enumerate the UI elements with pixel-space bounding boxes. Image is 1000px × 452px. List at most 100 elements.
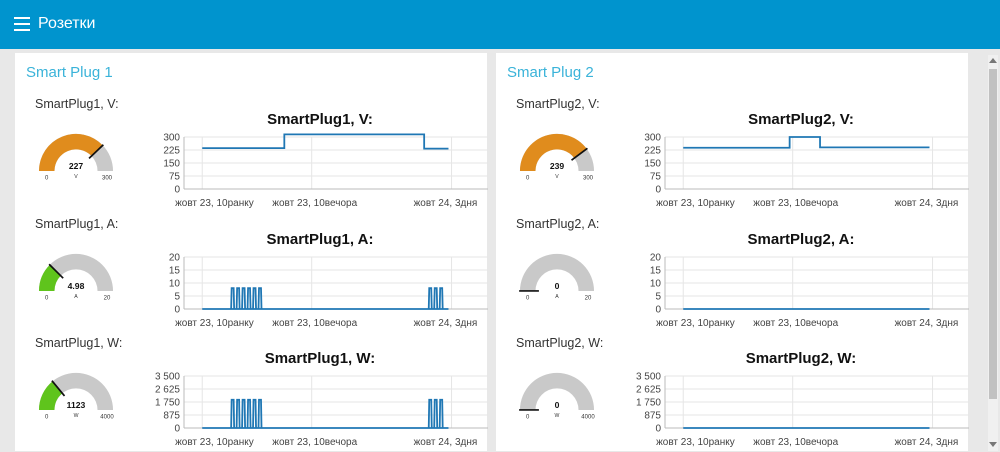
gauge-label: SmartPlug2, V: [516, 97, 600, 111]
x-tick-label: жовт 23, 10ранку [656, 318, 735, 329]
y-tick-label: 225 [163, 146, 180, 157]
gauge-value-arc [519, 133, 587, 171]
gauge-value: 0 [555, 400, 560, 410]
gauge-min: 0 [45, 415, 49, 421]
gauge-background-arc [519, 372, 595, 410]
series-spike [433, 398, 439, 429]
gauge: 0 W 0 4000 [519, 372, 595, 421]
y-tick-label: 2 625 [155, 385, 180, 396]
y-tick-label: 2 625 [636, 385, 661, 396]
y-tick-label: 0 [174, 305, 180, 316]
x-tick-label: жовт 23, 10ранку [656, 198, 735, 209]
x-tick-label: жовт 23, 10вечора [272, 318, 357, 329]
x-tick-label: жовт 24, 3дня [895, 198, 959, 209]
gauge: 0 A 0 20 [519, 253, 595, 302]
gauge-max: 20 [585, 296, 592, 302]
gauge-needle [571, 147, 588, 161]
gauge-needle [51, 380, 66, 397]
panel-title: Smart Plug 1 [26, 64, 113, 81]
y-tick-label: 15 [169, 266, 181, 277]
series-spike [438, 398, 444, 429]
y-tick-label: 150 [163, 159, 180, 170]
gauge-max: 20 [104, 296, 111, 302]
x-tick-label: жовт 24, 3дня [895, 318, 959, 329]
chart-title: SmartPlug1, A: [266, 231, 374, 248]
gauge: 1123 W 0 4000 [38, 372, 114, 421]
y-tick-label: 75 [650, 172, 662, 183]
gauge-min: 0 [45, 296, 49, 302]
x-tick-label: жовт 23, 10вечора [753, 318, 838, 329]
chart-title: SmartPlug1, V: [267, 111, 373, 128]
series-spike [252, 287, 257, 310]
gauge-unit: W [555, 413, 560, 419]
line-chart: 3 500 2 625 1 750 875 0 жовт 23, 10ранку жовт … [636, 372, 969, 448]
y-tick-label: 1 750 [155, 398, 180, 409]
line-chart: 300 225 150 75 0 жовт 23, 10ранку жовт 23, 10в… [163, 133, 488, 209]
y-tick-label: 0 [655, 424, 661, 435]
y-tick-label: 75 [169, 172, 181, 183]
x-tick-label: жовт 24, 3дня [414, 437, 478, 448]
y-tick-label: 5 [655, 292, 661, 303]
line-chart: 20 15 10 5 0 жовт 23, 10ранку жовт 23, 10вечор… [650, 253, 969, 329]
gauge-max: 300 [583, 176, 594, 182]
x-tick-label: жовт 23, 10ранку [175, 437, 254, 448]
series-spike [246, 287, 252, 310]
y-tick-label: 3 500 [155, 372, 180, 383]
gauge-value-arc [38, 133, 103, 171]
y-tick-label: 875 [163, 411, 180, 422]
series-spike [257, 287, 263, 310]
y-tick-label: 10 [169, 279, 181, 290]
gauge-unit: V [555, 174, 559, 180]
panel-smart-plug-2: Smart Plug 2 SmartPlug2, V: 239 V 0 300 SmartP… [496, 53, 969, 451]
y-tick-label: 300 [644, 133, 661, 144]
series-spike [241, 287, 246, 310]
series-line [683, 136, 930, 149]
gauge-value: 1123 [67, 400, 86, 410]
series-spike [427, 398, 433, 429]
x-tick-label: жовт 24, 3дня [895, 437, 959, 448]
gauge-background-arc [519, 253, 595, 291]
vertical-scrollbar[interactable] [988, 55, 998, 451]
line-chart: 20 15 10 5 0 жовт 23, 10ранку жовт 23, 10вечор… [169, 253, 488, 329]
gauge-value: 4.98 [68, 281, 85, 291]
gauge-min: 0 [526, 296, 530, 302]
y-tick-label: 15 [650, 266, 662, 277]
y-tick-label: 0 [655, 305, 661, 316]
chart-title: SmartPlug2, W: [745, 350, 857, 367]
y-tick-label: 1 750 [636, 398, 661, 409]
gauge-label: SmartPlug2, W: [516, 336, 604, 350]
x-tick-label: жовт 23, 10ранку [175, 318, 254, 329]
series-line [202, 133, 449, 150]
series-spike [230, 398, 236, 429]
y-tick-label: 150 [644, 159, 661, 170]
scroll-up-arrow-icon[interactable] [989, 58, 997, 63]
gauge-value: 227 [69, 161, 84, 171]
gauge-needle [48, 263, 64, 279]
y-tick-label: 20 [650, 253, 662, 264]
gauge-value: 239 [550, 161, 565, 171]
panel-title: Smart Plug 2 [507, 64, 594, 81]
y-tick-label: 875 [644, 411, 661, 422]
scroll-down-arrow-icon[interactable] [989, 442, 997, 447]
gauge-min: 0 [45, 176, 49, 182]
series-spike [257, 398, 263, 429]
scroll-thumb[interactable] [989, 69, 997, 399]
line-chart: 300 225 150 75 0 жовт 23, 10ранку жовт 23, 10в… [644, 133, 969, 209]
gauge-unit: A [74, 294, 78, 300]
gauge-max: 300 [102, 176, 113, 182]
line-chart: 3 500 2 625 1 750 875 0 жовт 23, 10ранку жовт … [155, 372, 488, 448]
gauge-label: SmartPlug1, V: [35, 97, 119, 111]
x-tick-label: жовт 24, 3дня [414, 318, 478, 329]
series-spike [252, 398, 257, 429]
y-tick-label: 0 [174, 424, 180, 435]
y-tick-label: 300 [163, 133, 180, 144]
gauge-value-arc [38, 381, 63, 410]
gauge-label: SmartPlug2, A: [516, 217, 600, 231]
gauge: 239 V 0 300 [519, 133, 595, 182]
gauge-label: SmartPlug1, A: [35, 217, 119, 231]
gauge-background-arc [38, 253, 114, 291]
gauge-max: 4000 [100, 415, 114, 421]
y-tick-label: 5 [174, 292, 180, 303]
menu-icon[interactable] [14, 17, 30, 31]
y-tick-label: 3 500 [636, 372, 661, 383]
